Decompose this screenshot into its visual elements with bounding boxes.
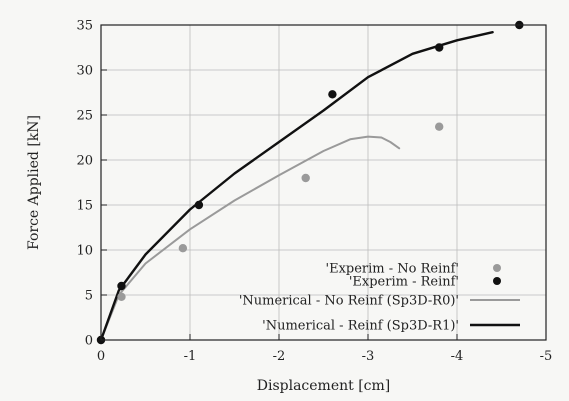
x-tick-label: -1	[184, 349, 197, 364]
series-layer	[96, 20, 524, 345]
x-tick-label: -2	[273, 349, 286, 364]
data-point-series-0	[178, 244, 188, 253]
y-tick-label: 35	[76, 19, 93, 34]
data-point-series-0	[117, 292, 126, 301]
x-tick-label: -3	[362, 349, 375, 364]
data-point-series-1	[117, 281, 126, 291]
plot-frame	[100, 24, 547, 341]
data-point-series-1	[435, 43, 444, 52]
y-tick-label: 15	[76, 199, 93, 214]
y-tick-label: 25	[76, 109, 93, 124]
x-tick-label: 0	[97, 349, 105, 364]
legend-label: 'Numerical - No Reinf (Sp3D-R0)'	[239, 294, 459, 309]
x-tick-label: -5	[540, 349, 553, 364]
data-point-series-0	[435, 122, 444, 131]
y-tick-label: 30	[76, 64, 93, 79]
data-point-series-1	[328, 90, 337, 99]
y-tick-label: 20	[76, 154, 93, 169]
legend-label: 'Experim - No Reinf'	[326, 262, 460, 277]
legend-label: 'Numerical - Reinf (Sp3D-R1)'	[262, 319, 459, 334]
y-tick-label: 5	[85, 289, 93, 304]
y-tick-label: 10	[76, 244, 93, 259]
legend-label: 'Experim - Reinf'	[349, 275, 459, 290]
data-point-series-1	[194, 200, 204, 210]
data-point-series-0	[301, 173, 310, 183]
x-tick-label: -4	[451, 349, 464, 364]
y-tick-label: 0	[85, 334, 93, 349]
x-axis-title: Displacement [cm]	[257, 378, 391, 394]
series-line-3	[99, 31, 494, 342]
legend-marker	[493, 277, 501, 285]
y-axis-title: Force Applied [kN]	[26, 115, 42, 250]
series-line-2	[100, 135, 401, 341]
ticks: 0 -1 -2 -3 -4 -5 0 5 10 15 20 25 30 35	[76, 19, 552, 365]
legend-marker	[493, 264, 501, 272]
legend: 'Experim - No Reinf''Experim - Reinf' 'Nu…	[239, 262, 520, 334]
